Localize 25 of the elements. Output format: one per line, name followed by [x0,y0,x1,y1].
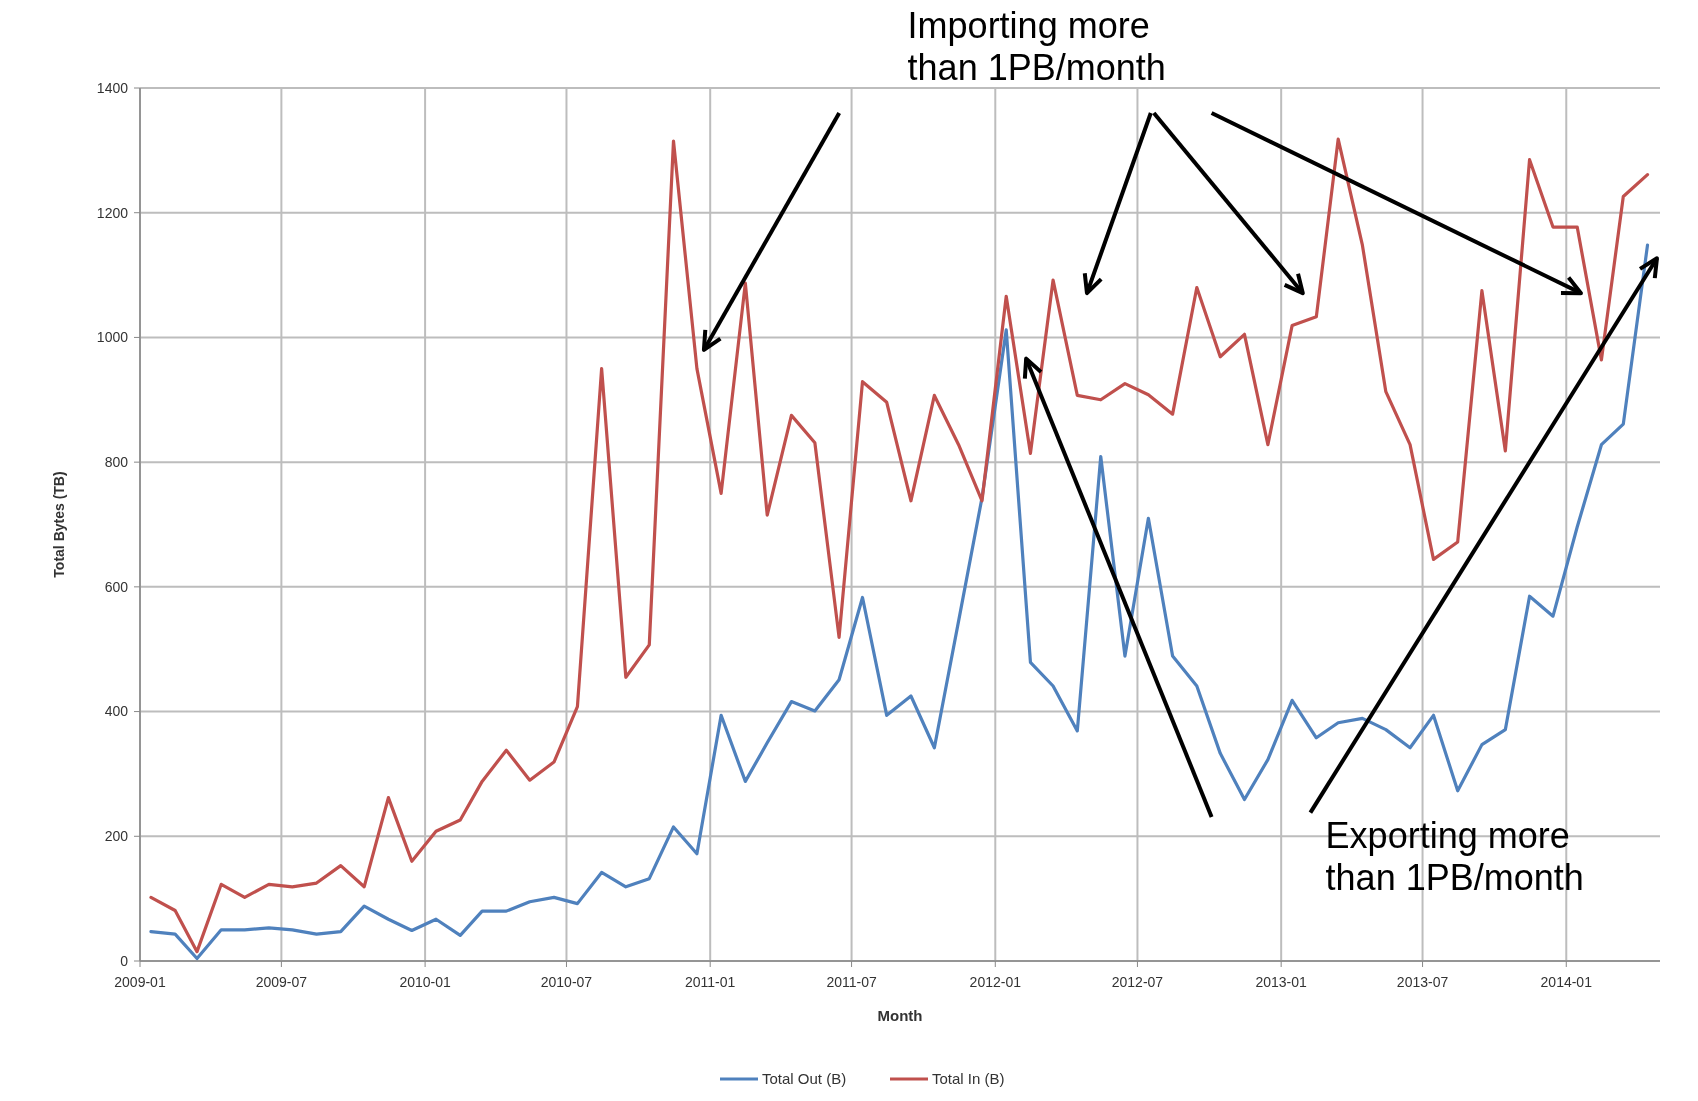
y-tick-label: 0 [120,952,129,969]
x-tick-label: 2012-07 [1111,974,1164,990]
x-tick-label: 2011-07 [826,974,877,990]
y-tick-label: 200 [104,828,129,845]
y-tick-label: 600 [104,578,129,595]
x-tick-label: 2009-07 [255,974,308,990]
legend-label: Total In (B) [932,1070,1005,1088]
x-tick-label: 2013-07 [1396,974,1449,990]
x-tick-label: 2011-01 [685,974,736,990]
legend-label: Total Out (B) [762,1070,847,1088]
y-tick-label: 1000 [96,329,129,346]
annotation: Importing more than 1PB/month [907,5,1166,88]
y-axis-title: Total Bytes (TB) [51,471,67,578]
y-tick-label: 800 [104,454,129,471]
x-tick-label: 2013-01 [1255,974,1308,990]
annotation: Exporting more than 1PB/month [1325,814,1584,898]
x-tick-label: 2012-01 [969,974,1022,990]
x-tick-label: 2010-01 [399,974,451,990]
y-tick-label: 1400 [96,79,129,96]
x-tick-label: 2010-07 [540,974,593,990]
y-tick-label: 400 [104,703,129,720]
x-tick-label: 2014-01 [1540,974,1593,990]
x-axis-title: Month [877,1007,923,1024]
x-tick-label: 2009-01 [114,974,166,990]
y-tick-label: 1200 [96,204,129,221]
